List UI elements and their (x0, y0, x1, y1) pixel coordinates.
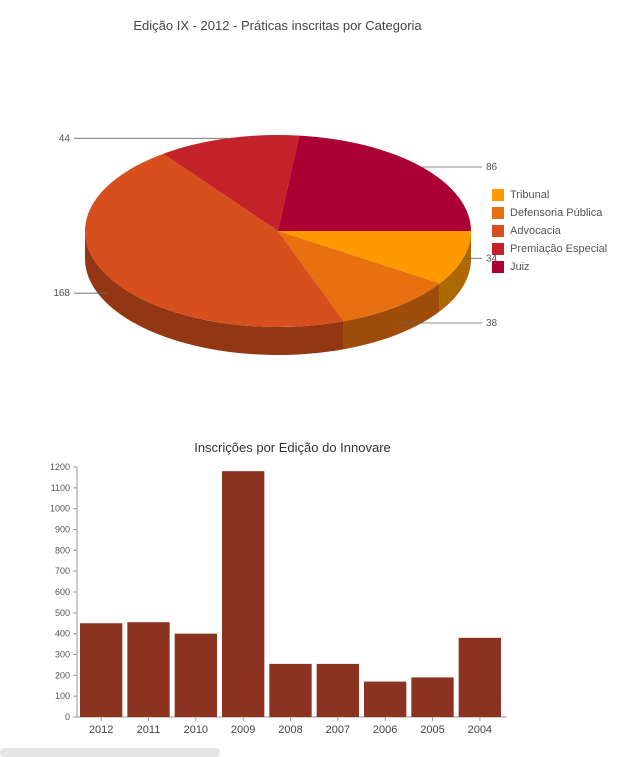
pie-slice-advocacia[interactable] (85, 153, 344, 327)
legend-item[interactable]: Tribunal (492, 186, 607, 204)
bar-chart: 0 100 200 300 400 500 600 700 800 900 1000 1100 1200… (0, 430, 631, 757)
pie-value-label: 86 (486, 162, 498, 173)
legend-label: Tribunal (510, 189, 550, 201)
y-tick-label: 700 (55, 566, 70, 576)
y-tick-label: 300 (55, 650, 70, 660)
horizontal-scrollbar[interactable] (0, 748, 220, 757)
legend-swatch (492, 261, 504, 273)
y-tick-label: 100 (55, 691, 70, 701)
legend-item[interactable]: Advocacia (492, 222, 607, 240)
legend-label: Defensoria Pública (510, 207, 603, 219)
pie-slice-tribunal[interactable] (278, 231, 471, 284)
bar-2010[interactable] (174, 633, 217, 717)
pie-side-defensoria-pública (343, 283, 440, 350)
y-tick-label: 900 (55, 525, 70, 535)
legend-swatch (492, 243, 504, 255)
legend-swatch (492, 225, 504, 237)
pie-value-label: 44 (59, 133, 71, 144)
y-tick-label: 0 (65, 712, 70, 722)
pie-value-label: 38 (486, 318, 498, 329)
x-tick-label: 2010 (184, 724, 208, 736)
bar-2009[interactable] (222, 471, 265, 717)
legend-item[interactable]: Defensoria Pública (492, 204, 607, 222)
pie-slice-premiação-especial[interactable] (163, 135, 300, 231)
bar-chart-title: Inscrições por Edição do Innovare (194, 440, 391, 455)
bar-2007[interactable] (316, 663, 359, 717)
pie-slices (85, 135, 471, 327)
legend-swatch (492, 207, 504, 219)
x-tick-label: 2004 (468, 724, 492, 736)
x-tick-label: 2009 (231, 724, 255, 736)
pie-legend: Tribunal Defensoria Pública Advocacia Premi… (492, 186, 607, 276)
y-tick-label: 1000 (50, 504, 70, 514)
legend-item[interactable]: Juiz (492, 258, 607, 276)
legend-swatch (492, 189, 504, 201)
pie-value-label: 34 (486, 253, 498, 264)
pie-chart-svg: 34 38 168 44 86 (53, 133, 498, 355)
x-tick-label: 2012 (89, 724, 113, 736)
legend-label: Premiação Especial (510, 243, 608, 255)
pie-slice-juiz[interactable] (278, 135, 471, 231)
pie-slice-defensoria-pública[interactable] (278, 231, 440, 322)
y-tick-label: 500 (55, 608, 70, 618)
legend-label: Advocacia (510, 225, 561, 237)
pie-side-tribunal (439, 231, 471, 312)
y-tick-label: 1100 (51, 483, 70, 493)
pie-chart-title: Edição IX - 2012 - Práticas inscritas po… (133, 18, 422, 33)
x-tick-label: 2007 (326, 724, 350, 736)
bar-2006[interactable] (364, 681, 407, 717)
bars (80, 471, 501, 717)
y-tick-label: 1200 (50, 462, 70, 472)
pie-value-labels: 34 38 168 44 86 (53, 133, 497, 329)
x-tick-label: 2011 (137, 724, 161, 736)
y-tick-label: 600 (55, 587, 70, 597)
x-tick-label: 2008 (278, 724, 302, 736)
bar-2004[interactable] (458, 637, 501, 717)
bar-2012[interactable] (80, 623, 123, 717)
pie-chart: 34 38 168 44 86 Edição IX - 2012 - Práticas … (53, 18, 607, 355)
pie-value-label: 168 (53, 288, 70, 299)
y-tick-label: 400 (55, 629, 70, 639)
bar-2005[interactable] (411, 677, 454, 717)
pie-side-advocacia (85, 231, 344, 355)
bar-2008[interactable] (269, 663, 312, 717)
x-tick-labels: 2012 2011 2010 2009 2008 2007 2006 2005 2004 (89, 717, 492, 736)
bar-2011[interactable] (127, 622, 170, 717)
x-tick-label: 2006 (373, 724, 397, 736)
legend-label: Juiz (510, 261, 530, 273)
y-tick-label: 800 (55, 545, 70, 555)
x-tick-label: 2005 (420, 724, 444, 736)
y-tick-label: 200 (55, 670, 70, 680)
pie-side-walls (85, 231, 471, 355)
legend-item[interactable]: Premiação Especial (492, 240, 607, 258)
y-tick-labels: 0 100 200 300 400 500 600 700 800 900 1000 1100 1200 (50, 462, 77, 722)
bar-chart-svg: 0 100 200 300 400 500 600 700 800 900 1000 1100 1200… (50, 462, 507, 736)
